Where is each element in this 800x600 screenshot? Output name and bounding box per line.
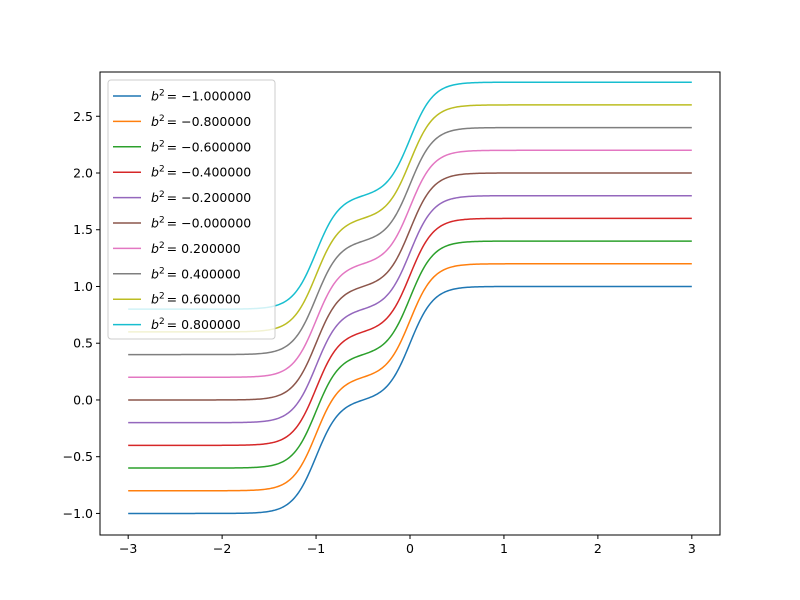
- x-axis: −3 −2 −1 0 1 2 3: [119, 535, 696, 556]
- series-line-6: [128, 149, 692, 379]
- x-tick-label: −2: [213, 541, 231, 556]
- legend-label-2: b2 = −0.600000: [151, 139, 251, 154]
- x-tick-label: 0: [406, 541, 414, 556]
- x-tick-label: −3: [119, 541, 137, 556]
- legend-frame: [107, 79, 276, 340]
- y-tick-label: 0.5: [73, 336, 93, 351]
- series-line-4: [128, 194, 692, 424]
- series-line-7: [128, 126, 692, 356]
- y-tick-label: 0.0: [73, 392, 93, 407]
- series-line-1: [128, 263, 692, 492]
- series-line-0: [128, 285, 692, 515]
- x-tick-label: 3: [688, 541, 696, 556]
- y-tick-label: 1.0: [73, 279, 93, 294]
- legend-label-7: b2 = 0.400000: [151, 266, 241, 281]
- legend: b2 = −1.000000 b2 = −0.800000 b2 = −0.600000 b…: [107, 79, 276, 340]
- y-tick-label: −1.0: [63, 506, 93, 521]
- x-tick-label: −1: [307, 541, 325, 556]
- series-line-2: [128, 240, 692, 469]
- x-tick-label: 2: [594, 541, 602, 556]
- legend-label-6: b2 = 0.200000: [151, 241, 241, 256]
- legend-label-3: b2 = −0.400000: [151, 165, 251, 180]
- legend-label-0: b2 = −1.000000: [151, 89, 251, 104]
- y-tick-label: 2.5: [73, 109, 93, 124]
- series-line-5: [128, 172, 692, 401]
- legend-label-9: b2 = 0.800000: [151, 317, 241, 332]
- y-axis: −1.0 −0.5 0.0 0.5 1.0 1.5 2.0 2.5: [63, 109, 100, 521]
- y-tick-label: 2.0: [73, 165, 93, 180]
- series-line-3: [128, 217, 692, 447]
- legend-label-1: b2 = −0.800000: [151, 114, 251, 129]
- y-tick-label: −0.5: [63, 449, 93, 464]
- legend-label-4: b2 = −0.200000: [151, 190, 251, 205]
- legend-label-8: b2 = 0.600000: [151, 292, 241, 307]
- y-tick-label: 1.5: [73, 222, 93, 237]
- x-tick-label: 1: [500, 541, 508, 556]
- legend-label-5: b2 = −0.000000: [151, 216, 251, 231]
